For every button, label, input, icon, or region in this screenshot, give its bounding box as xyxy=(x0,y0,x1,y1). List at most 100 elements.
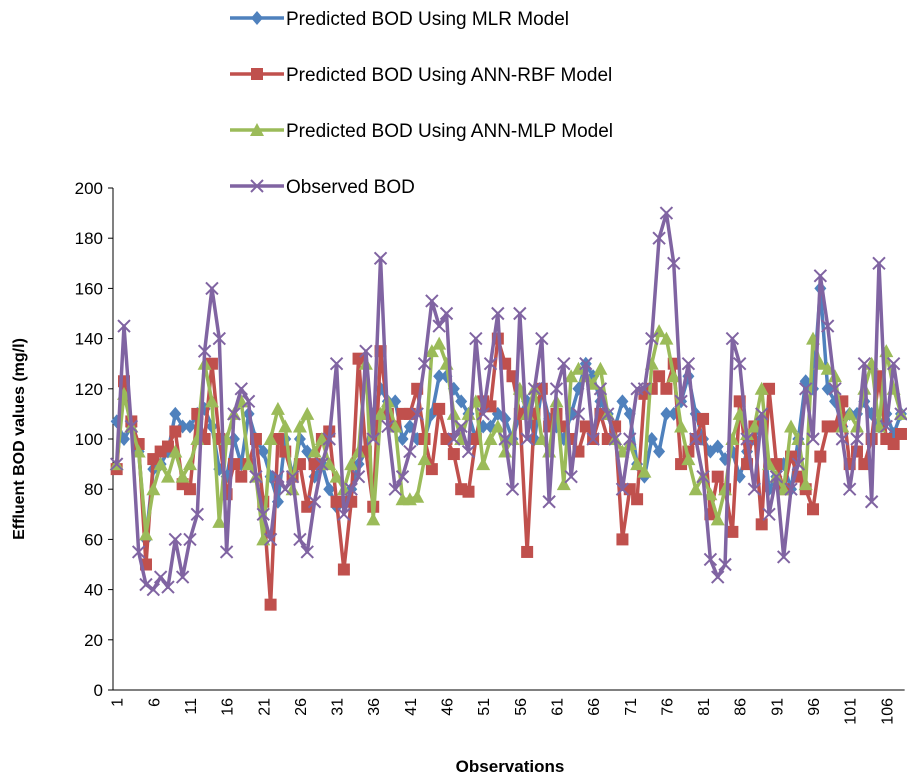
marker xyxy=(161,580,175,594)
marker xyxy=(726,525,739,538)
marker xyxy=(483,432,498,445)
marker xyxy=(631,493,644,506)
marker xyxy=(520,432,534,446)
marker xyxy=(645,331,659,346)
marker xyxy=(659,331,674,345)
x-tick-label: 66 xyxy=(586,698,603,716)
marker xyxy=(535,331,549,346)
marker xyxy=(278,482,292,496)
marker xyxy=(410,489,425,503)
marker xyxy=(292,419,307,433)
marker xyxy=(403,444,417,459)
marker xyxy=(109,457,124,471)
marker xyxy=(235,470,248,483)
marker xyxy=(820,319,835,333)
legend-label: Predicted BOD Using ANN-MLP Model xyxy=(286,121,613,142)
marker xyxy=(138,527,153,541)
marker xyxy=(322,432,336,446)
y-tick-label: 0 xyxy=(94,681,103,700)
marker xyxy=(696,469,710,484)
marker xyxy=(131,444,146,458)
marker xyxy=(660,382,673,395)
marker xyxy=(740,432,754,446)
marker xyxy=(439,306,454,321)
marker xyxy=(842,482,857,496)
marker xyxy=(168,532,183,547)
marker xyxy=(820,361,835,375)
x-tick-label: 1 xyxy=(110,698,127,707)
marker xyxy=(256,507,270,522)
marker xyxy=(894,427,907,440)
marker xyxy=(205,281,219,296)
marker xyxy=(483,356,498,371)
marker xyxy=(329,469,344,483)
marker xyxy=(659,206,674,220)
marker xyxy=(366,432,380,446)
x-tick-label: 91 xyxy=(769,698,786,716)
marker xyxy=(175,570,190,584)
x-tick-label: 21 xyxy=(256,698,273,716)
x-tick-label: 6 xyxy=(146,698,163,707)
x-tick-label: 11 xyxy=(183,698,200,715)
marker xyxy=(711,570,725,584)
marker xyxy=(425,463,438,476)
marker xyxy=(798,477,813,491)
marker xyxy=(476,407,490,421)
marker xyxy=(879,419,894,434)
marker xyxy=(813,269,828,283)
marker xyxy=(432,319,446,333)
marker xyxy=(373,251,388,265)
marker xyxy=(571,407,586,421)
marker xyxy=(417,356,432,371)
marker xyxy=(117,319,131,333)
marker xyxy=(330,495,343,508)
marker xyxy=(630,457,645,471)
marker xyxy=(182,457,197,471)
marker xyxy=(359,344,373,358)
marker xyxy=(674,394,688,409)
legend-label: Observed BOD xyxy=(286,177,415,198)
marker xyxy=(703,552,718,567)
legend-label: Predicted BOD Using ANN-RBF Model xyxy=(286,65,612,86)
marker xyxy=(754,381,769,395)
marker xyxy=(263,432,278,445)
marker xyxy=(887,438,900,451)
marker xyxy=(660,406,673,421)
marker xyxy=(593,382,608,396)
marker xyxy=(307,495,322,509)
marker xyxy=(718,557,732,572)
x-tick-label: 86 xyxy=(733,698,750,716)
marker xyxy=(850,432,864,446)
y-tick-label: 140 xyxy=(75,330,103,349)
marker xyxy=(755,518,768,531)
marker xyxy=(161,440,174,453)
marker xyxy=(388,482,402,496)
marker xyxy=(146,582,161,597)
marker xyxy=(160,469,175,483)
marker xyxy=(219,545,234,559)
marker xyxy=(828,382,842,396)
marker xyxy=(498,432,512,446)
marker xyxy=(645,432,658,446)
marker xyxy=(703,487,718,501)
marker xyxy=(366,512,381,526)
marker xyxy=(491,306,505,321)
marker xyxy=(666,369,681,383)
marker xyxy=(798,382,813,396)
marker xyxy=(615,482,630,496)
marker xyxy=(571,361,586,375)
marker xyxy=(337,507,351,522)
marker xyxy=(183,532,197,547)
marker xyxy=(323,482,336,497)
marker xyxy=(776,550,791,564)
x-tick-label: 106 xyxy=(879,698,896,725)
marker xyxy=(747,482,762,496)
marker xyxy=(395,469,410,484)
marker xyxy=(197,344,212,358)
x-tick-label: 81 xyxy=(696,698,713,716)
marker xyxy=(264,598,277,611)
marker xyxy=(251,11,263,25)
y-tick-label: 160 xyxy=(75,279,103,298)
marker xyxy=(784,482,798,496)
